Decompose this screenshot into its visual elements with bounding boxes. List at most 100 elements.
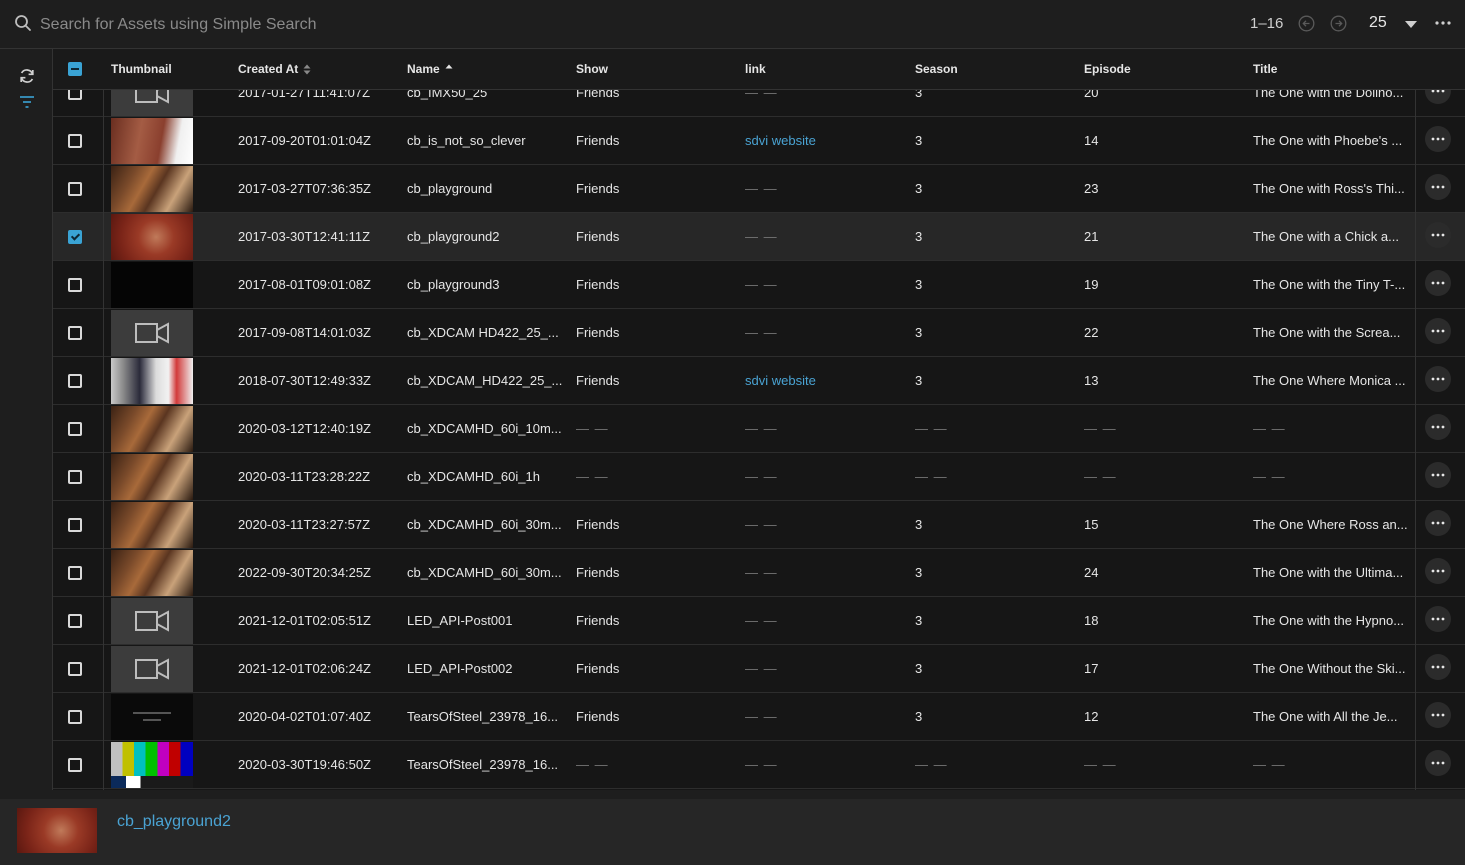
row-checkbox[interactable]: [68, 662, 82, 676]
row-checkbox[interactable]: [68, 614, 82, 628]
show-cell: Friends: [576, 229, 620, 244]
row-more-button[interactable]: [1425, 222, 1451, 248]
row-more-button[interactable]: [1425, 510, 1451, 536]
table-row[interactable]: 2021-12-01T02:06:24Z LED_API-Post002 Fri…: [53, 645, 1465, 693]
sort-ascending-icon[interactable]: [445, 64, 453, 75]
refresh-icon[interactable]: [18, 67, 36, 85]
thumbnail[interactable]: [111, 262, 193, 308]
table-row[interactable]: 2020-03-30T19:46:50Z TearsOfSteel_23978_…: [53, 741, 1465, 789]
previous-page-icon[interactable]: [1298, 15, 1315, 32]
row-checkbox[interactable]: [68, 422, 82, 436]
row-more-button[interactable]: [1425, 414, 1451, 440]
table-row[interactable]: 2020-03-12T12:40:19Z cb_XDCAMHD_60i_10m.…: [53, 405, 1465, 453]
thumbnail[interactable]: [111, 214, 193, 260]
row-checkbox[interactable]: [68, 374, 82, 388]
thumbnail[interactable]: [111, 742, 193, 788]
link-cell-anchor[interactable]: sdvi website: [745, 133, 816, 148]
table-row[interactable]: 2017-03-27T07:36:35Z cb_playground Frien…: [53, 165, 1465, 213]
row-more-button[interactable]: [1425, 174, 1451, 200]
name-cell: cb_XDCAM HD422_25_...: [407, 325, 559, 340]
column-header-link[interactable]: link: [745, 62, 766, 76]
table-row[interactable]: 2017-03-30T12:41:11Z cb_playground2 Frie…: [53, 213, 1465, 261]
thumbnail[interactable]: [111, 694, 193, 740]
row-more-button[interactable]: [1425, 318, 1451, 344]
row-more-button[interactable]: [1425, 558, 1451, 584]
video-icon: [135, 322, 169, 344]
thumbnail[interactable]: [111, 502, 193, 548]
row-checkbox[interactable]: [68, 470, 82, 484]
show-cell: — —: [576, 757, 609, 772]
row-more-button[interactable]: [1425, 462, 1451, 488]
season-cell: 3: [915, 613, 923, 628]
table-row[interactable]: 2020-03-11T23:28:22Z cb_XDCAMHD_60i_1h —…: [53, 453, 1465, 501]
table-row[interactable]: 2018-07-30T12:49:33Z cb_XDCAM_HD422_25_.…: [53, 357, 1465, 405]
row-checkbox[interactable]: [68, 710, 82, 724]
show-cell: Friends: [576, 565, 620, 580]
episode-cell: 17: [1084, 661, 1099, 676]
thumbnail[interactable]: [111, 358, 193, 404]
table-row[interactable]: 2022-09-30T20:34:25Z cb_XDCAMHD_60i_30m.…: [53, 549, 1465, 597]
row-checkbox[interactable]: [68, 758, 82, 772]
row-more-button[interactable]: [1425, 366, 1451, 392]
column-header-name[interactable]: Name: [407, 62, 453, 76]
search-input[interactable]: [38, 12, 642, 38]
table-row[interactable]: 2020-03-11T23:27:57Z cb_XDCAMHD_60i_30m.…: [53, 501, 1465, 549]
row-checkbox[interactable]: [68, 230, 82, 244]
page-size-select[interactable]: 25: [1369, 14, 1387, 31]
row-more-button[interactable]: [1425, 654, 1451, 680]
episode-cell: 23: [1084, 181, 1099, 196]
column-header-title[interactable]: Title: [1253, 62, 1278, 76]
row-more-button[interactable]: [1425, 270, 1451, 296]
link-cell: — —: [745, 661, 778, 676]
thumbnail[interactable]: [111, 166, 193, 212]
thumbnail[interactable]: [111, 118, 193, 164]
table-row[interactable]: 2017-08-01T09:01:08Z cb_playground3 Frie…: [53, 261, 1465, 309]
row-checkbox[interactable]: [68, 134, 82, 148]
link-cell: — —: [745, 277, 778, 292]
season-cell: 3: [915, 277, 923, 292]
table-row[interactable]: 2021-12-01T02:05:51Z LED_API-Post001 Fri…: [53, 597, 1465, 645]
row-checkbox[interactable]: [68, 518, 82, 532]
row-checkbox[interactable]: [68, 326, 82, 340]
thumbnail[interactable]: [111, 646, 193, 692]
thumbnail[interactable]: [111, 310, 193, 356]
thumbnail[interactable]: [111, 454, 193, 500]
row-more-button[interactable]: [1425, 750, 1451, 776]
table-row[interactable]: 2017-09-20T01:01:04Z cb_is_not_so_clever…: [53, 117, 1465, 165]
next-page-icon[interactable]: [1330, 15, 1347, 32]
row-more-button[interactable]: [1425, 126, 1451, 152]
created-at-cell: 2020-03-11T23:27:57Z: [238, 517, 371, 532]
row-checkbox[interactable]: [68, 182, 82, 196]
row-more-button[interactable]: [1425, 606, 1451, 632]
name-cell: cb_playground: [407, 181, 493, 196]
chevron-down-icon[interactable]: [1404, 20, 1418, 29]
pager-range: 1–16: [1250, 15, 1284, 32]
column-header-created-at[interactable]: Created At: [238, 62, 311, 76]
thumbnail[interactable]: [111, 550, 193, 596]
column-header-season[interactable]: Season: [915, 62, 958, 76]
name-cell: LED_API-Post002: [407, 661, 513, 676]
link-cell-anchor[interactable]: sdvi website: [745, 373, 816, 388]
created-at-cell: 2020-04-02T01:07:40Z: [238, 709, 371, 724]
selected-thumbnail[interactable]: [17, 808, 97, 853]
sort-icon[interactable]: [303, 64, 311, 75]
more-options-icon: [1431, 521, 1445, 525]
table-row[interactable]: 2017-09-08T14:01:03Z cb_XDCAM HD422_25_.…: [53, 309, 1465, 357]
row-more-button[interactable]: [1425, 702, 1451, 728]
link-cell: — —: [745, 325, 778, 340]
column-header-show[interactable]: Show: [576, 62, 608, 76]
more-options-icon[interactable]: [1434, 16, 1452, 30]
select-all-checkbox[interactable]: [68, 62, 82, 76]
title-cell: The One with the Hypno...: [1253, 613, 1405, 628]
link-cell: — —: [745, 229, 778, 244]
row-checkbox[interactable]: [68, 278, 82, 292]
row-checkbox[interactable]: [68, 566, 82, 580]
selected-asset-name[interactable]: cb_playground2: [117, 813, 231, 830]
link-cell: — —: [745, 565, 778, 580]
more-options-icon: [1431, 617, 1445, 621]
thumbnail[interactable]: [111, 406, 193, 452]
column-header-episode[interactable]: Episode: [1084, 62, 1131, 76]
table-row[interactable]: 2020-04-02T01:07:40Z TearsOfSteel_23978_…: [53, 693, 1465, 741]
thumbnail[interactable]: [111, 598, 193, 644]
filter-icon[interactable]: [19, 95, 35, 109]
